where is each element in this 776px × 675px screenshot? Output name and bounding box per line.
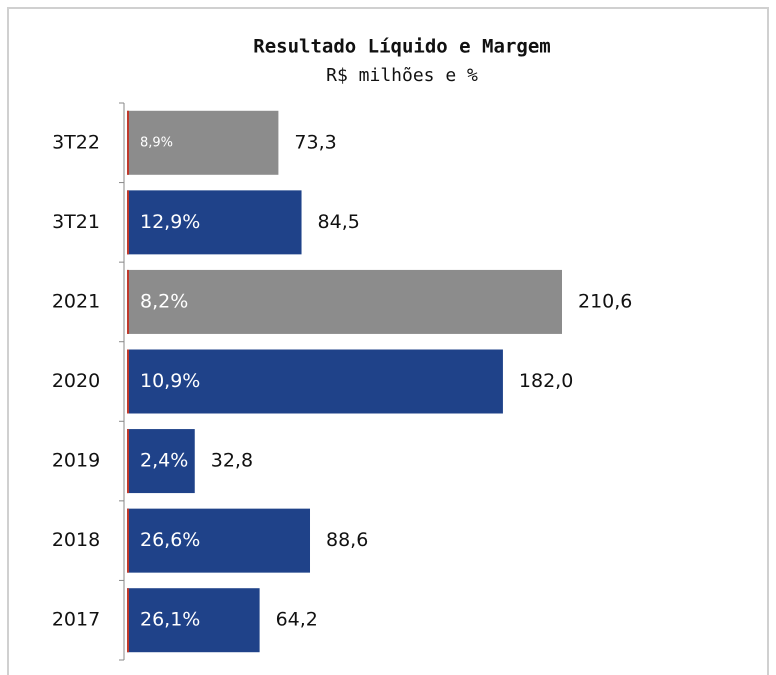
value-label: 84,5 <box>318 211 360 233</box>
margin-label: 2,4% <box>140 450 188 472</box>
category-label: 2018 <box>52 529 100 551</box>
bar <box>127 190 302 255</box>
chart-subtitle: R$ milhões e % <box>326 65 478 86</box>
bar <box>127 349 503 414</box>
bar <box>127 508 311 573</box>
margin-label: 10,9% <box>140 370 200 392</box>
margin-label: 12,9% <box>140 211 200 233</box>
category-label: 2017 <box>52 609 100 631</box>
frame <box>7 7 769 675</box>
value-label: 88,6 <box>326 529 368 551</box>
category-label: 2020 <box>52 370 100 392</box>
category-label: 2021 <box>52 290 100 312</box>
category-label: 3T21 <box>52 211 100 233</box>
category-label: 2019 <box>52 450 100 472</box>
margin-label: 26,1% <box>140 609 200 631</box>
value-label: 73,3 <box>294 131 336 153</box>
value-label: 182,0 <box>519 370 573 392</box>
bar <box>127 110 279 175</box>
margin-label: 8,2% <box>140 290 188 312</box>
value-label: 210,6 <box>578 290 632 312</box>
chart-title: Resultado Líquido e Margem <box>253 36 550 58</box>
margin-label: 8,9% <box>140 135 173 150</box>
bar <box>127 588 260 653</box>
margin-label: 26,6% <box>140 529 200 551</box>
value-label: 32,8 <box>211 450 253 472</box>
category-label: 3T22 <box>52 131 100 153</box>
bar <box>127 429 195 494</box>
bar <box>127 269 562 334</box>
value-label: 64,2 <box>276 609 318 631</box>
